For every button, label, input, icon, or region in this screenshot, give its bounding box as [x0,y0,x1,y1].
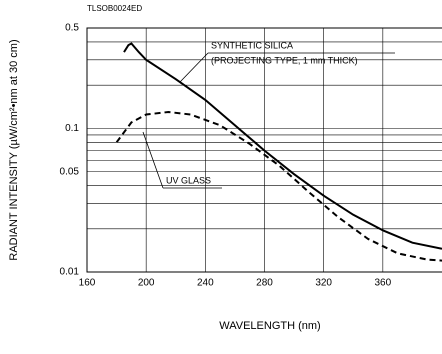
x-tick-label: 160 [79,278,96,289]
x-axis-label: WAVELENGTH (nm) [219,320,320,332]
chart-code: TLSOB0024ED [87,4,142,13]
y-tick-label: 0.5 [65,23,79,34]
y-tick-label: 0.1 [65,123,79,134]
y-tick-label: 0.01 [60,267,80,278]
x-tick-label: 240 [197,278,214,289]
series-label: SYNTHETIC SILICA [211,40,293,50]
series-label: UV GLASS [166,175,211,185]
x-tick-label: 280 [256,278,273,289]
series-line [115,110,442,262]
leader-line [179,52,209,83]
y-tick-label: 0.05 [60,166,80,177]
series-line [123,42,442,250]
x-tick-label: 360 [374,278,391,289]
y-axis-label: RADIANT INTENSITY (µW/cm²•nm at 30 cm) [8,39,20,260]
series-note: (PROJECTING TYPE, 1 mm THICK) [211,55,358,65]
x-tick-label: 200 [138,278,155,289]
x-tick-label: 320 [315,278,332,289]
